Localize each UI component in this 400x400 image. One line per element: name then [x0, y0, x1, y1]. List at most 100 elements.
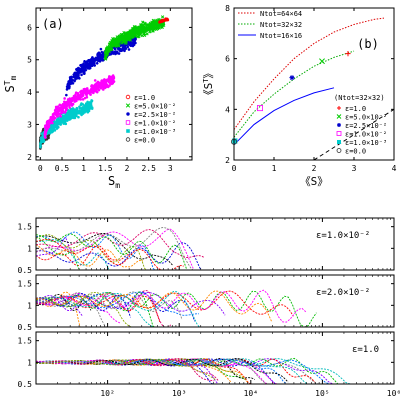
x-tick-label: 3 — [168, 164, 173, 173]
panel-label: ε=2.0×10⁻² — [316, 288, 370, 298]
y-tick-label: 6 — [225, 55, 230, 64]
trace — [35, 295, 83, 317]
y-tick-label: 2 — [225, 156, 230, 165]
data-point — [80, 73, 83, 77]
data-point — [42, 140, 46, 143]
data-point — [63, 97, 66, 100]
legend-label: ε=1.0×10⁻² — [345, 131, 387, 139]
data-point — [74, 71, 77, 75]
data-point — [55, 111, 59, 115]
data-point — [110, 51, 114, 54]
data-point — [47, 123, 51, 126]
data-point — [75, 96, 78, 100]
data-point — [82, 64, 86, 68]
data-point — [65, 93, 68, 97]
data-point — [99, 55, 103, 59]
data-point — [92, 57, 96, 61]
data-point — [56, 114, 60, 118]
data-point — [82, 109, 86, 112]
data-point — [120, 49, 123, 52]
data-point — [155, 22, 160, 26]
data-point — [90, 107, 94, 110]
data-point — [97, 56, 101, 60]
legend-marker — [337, 123, 341, 127]
panel-lower-3: 10² 10³ 10⁴ 10⁵ 10⁶ 0.5 1 1.5 ε=1.0 — [18, 331, 400, 398]
data-point — [114, 52, 117, 56]
trace — [35, 244, 144, 268]
data-point — [96, 57, 100, 61]
data-point — [75, 68, 78, 71]
data-point — [87, 104, 91, 108]
data-point — [77, 95, 80, 98]
data-point — [107, 51, 111, 54]
legend-label: ε=2.5×10⁻² — [345, 122, 387, 130]
data-point — [97, 51, 101, 55]
panel-label: ε=1.0 — [352, 345, 379, 355]
data-point — [163, 18, 166, 22]
data-point — [44, 124, 48, 127]
data-point — [64, 122, 68, 126]
data-point — [104, 48, 108, 52]
data-point — [74, 114, 78, 118]
data-point — [62, 105, 65, 109]
data-point — [117, 44, 121, 48]
legend-label: ε=1.0×10⁻² — [134, 120, 176, 128]
data-point — [107, 78, 111, 81]
legend-label: ε=5.0×10⁻² — [345, 114, 387, 122]
data-point — [232, 138, 238, 144]
trace — [35, 358, 246, 381]
data-point — [98, 54, 102, 57]
data-point — [74, 77, 77, 81]
legend-label: ε=1.0×10⁻³ — [134, 128, 176, 136]
legend-label: ε=1.0×10⁻³ — [345, 139, 387, 147]
data-point — [113, 47, 117, 51]
data-point — [117, 48, 121, 51]
data-point — [133, 33, 138, 37]
data-point — [160, 25, 164, 29]
trace — [35, 291, 183, 320]
data-point — [81, 93, 84, 97]
data-point — [101, 88, 105, 91]
data-point — [69, 82, 73, 86]
data-point — [81, 98, 85, 101]
data-point — [58, 122, 61, 126]
data-point — [73, 98, 76, 101]
data-point — [134, 26, 138, 30]
data-point — [148, 30, 152, 34]
data-point — [133, 38, 137, 42]
data-point — [120, 42, 124, 46]
trace — [35, 291, 199, 316]
panel-a: 0 0.5 1 1.5 2 2.5 3 2 3 4 5 6 (a) Sm STm ε=1.0ε=5.0×10⁻… — [3, 7, 193, 190]
data-point — [105, 46, 109, 51]
data-point — [56, 122, 59, 125]
data-point — [133, 41, 136, 45]
data-point — [117, 35, 122, 40]
data-point — [113, 50, 116, 54]
data-point — [79, 70, 82, 74]
data-point — [81, 69, 85, 72]
legend-marker — [126, 129, 130, 133]
data-point — [52, 117, 55, 121]
data-point — [48, 118, 52, 122]
x-tick-label: 0 — [232, 164, 237, 173]
data-point — [54, 105, 58, 109]
panel-label: (b) — [357, 37, 379, 51]
data-point — [289, 75, 295, 81]
data-point — [84, 102, 88, 105]
data-point — [125, 43, 128, 47]
data-point — [149, 23, 153, 28]
axes-frame — [35, 274, 395, 328]
data-point — [88, 63, 91, 66]
data-point — [110, 79, 114, 83]
curve-N_tot=16×16 — [233, 87, 335, 146]
trace — [35, 239, 110, 270]
data-point — [93, 64, 96, 67]
data-point — [94, 89, 98, 93]
data-point — [91, 60, 95, 64]
data-point — [145, 32, 149, 36]
panel-label: (a) — [42, 17, 64, 31]
x-axis-label: 《S》 — [300, 175, 329, 188]
data-point — [84, 64, 87, 68]
y-tick-label: 6 — [27, 23, 32, 32]
y-tick-label: 1.5 — [18, 223, 33, 232]
